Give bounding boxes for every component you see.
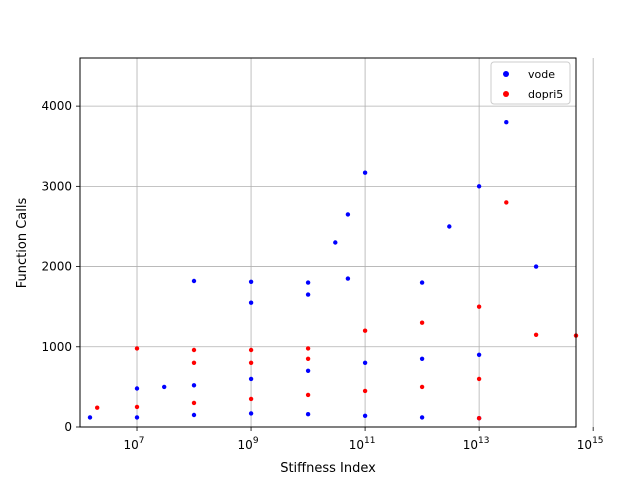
vode-point [305, 280, 311, 285]
vode-point [87, 415, 93, 420]
x-axis-ticks: 107 109 1011 1013 1015 [124, 427, 604, 452]
dopri5-point [95, 405, 100, 410]
x-tick-label: 1011 [349, 436, 376, 452]
dopri5-point [476, 416, 482, 421]
vode-point [504, 120, 509, 125]
series-dopri5 [95, 200, 579, 421]
y-tick-label: 1000 [41, 340, 72, 354]
dopri5-point [476, 376, 482, 382]
y-tick-label: 4000 [41, 99, 72, 113]
y-axis-ticks: 0 1000 2000 3000 4000 [41, 99, 80, 434]
data-points [87, 120, 579, 421]
vode-point [362, 413, 368, 418]
y-tick-label: 2000 [41, 260, 72, 274]
x-tick-label: 1013 [463, 436, 490, 452]
dopri5-point [305, 392, 311, 398]
vode-point [162, 384, 167, 390]
dopri5-point [248, 347, 254, 353]
vode-point [476, 184, 482, 189]
plot-frame [79, 57, 577, 428]
legend-label-vode: vode [528, 68, 555, 81]
vode-point [476, 352, 482, 357]
dopri5-point [362, 388, 368, 394]
plot-area [80, 58, 576, 427]
dopri5-point [191, 347, 197, 353]
vode-point [345, 212, 351, 217]
dopri5-point [476, 304, 482, 309]
x-tick-label: 107 [124, 436, 145, 452]
vode-point [419, 356, 425, 361]
y-tick-label: 0 [64, 420, 72, 434]
vode-point [305, 412, 311, 417]
dopri5-point [305, 346, 311, 351]
vode-point [345, 276, 351, 281]
legend-marker-dopri5 [503, 91, 509, 97]
dopri5-point [419, 320, 425, 325]
vode-point [419, 415, 425, 420]
legend: vode dopri5 [490, 61, 571, 105]
dopri5-point [134, 346, 140, 351]
vode-point [248, 376, 254, 382]
vode-point [447, 224, 452, 229]
vode-point [419, 280, 425, 285]
vode-point [191, 278, 197, 284]
legend-box [490, 61, 571, 105]
series-vode [87, 120, 539, 421]
dopri5-point [419, 384, 425, 390]
vode-point [305, 292, 311, 297]
vode-point [533, 264, 539, 269]
vode-point [248, 279, 254, 284]
x-axis-label: Stiffness Index [280, 461, 376, 476]
dopri5-point [191, 360, 197, 365]
vode-point [333, 240, 338, 245]
legend-marker-vode [503, 71, 509, 77]
y-axis-label: Function Calls [15, 198, 30, 289]
vode-point [134, 415, 140, 420]
dopri5-point [362, 328, 368, 333]
vode-point [191, 412, 197, 418]
dopri5-point [191, 400, 197, 406]
dopri5-point [504, 200, 509, 205]
x-tick-label: 1015 [577, 436, 604, 452]
vode-point [191, 383, 197, 388]
vode-point [134, 386, 140, 391]
dopri5-point [134, 404, 140, 410]
dopri5-point [248, 360, 254, 365]
vode-point [248, 411, 254, 416]
dopri5-point [533, 332, 539, 337]
y-tick-label: 3000 [41, 179, 72, 193]
x-tick-label: 109 [238, 436, 259, 452]
legend-label-dopri5: dopri5 [528, 88, 563, 101]
vode-point [248, 300, 254, 305]
vode-point [362, 360, 368, 365]
vode-point [305, 368, 311, 373]
vode-point [362, 170, 368, 175]
dopri5-point [248, 396, 254, 402]
dopri5-point [305, 356, 311, 361]
